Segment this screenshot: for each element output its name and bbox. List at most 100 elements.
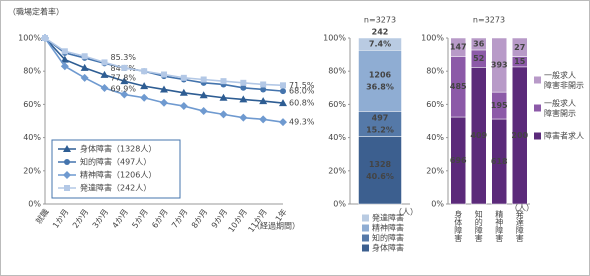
marker xyxy=(219,110,228,119)
marker xyxy=(259,115,268,124)
x-tick-label: 就職 xyxy=(33,207,50,226)
y-tick-label: 80% xyxy=(23,67,41,76)
x-tick-label: 5か月 xyxy=(130,207,149,229)
bar-segment xyxy=(491,37,507,93)
marker xyxy=(81,53,88,60)
bar-segment xyxy=(358,136,402,205)
x-tick-label: 4か月 xyxy=(111,207,130,229)
data-label: 85.3% xyxy=(111,53,137,62)
y-tick-label: 100% xyxy=(323,34,346,43)
marker xyxy=(100,83,109,92)
marker xyxy=(160,85,168,93)
marker xyxy=(180,74,187,81)
marker xyxy=(239,113,248,122)
y-tick-label: 60% xyxy=(426,100,444,109)
marker xyxy=(160,98,168,107)
bar-segment xyxy=(450,37,466,57)
bar-segment xyxy=(358,37,402,51)
y-tick-label: 80% xyxy=(328,67,346,76)
data-label: 15.2% xyxy=(366,125,394,134)
marker xyxy=(220,78,227,85)
legend-label: 発達障害 xyxy=(372,213,404,223)
marker xyxy=(141,68,148,75)
marker xyxy=(120,90,129,99)
x-tick-label: 身体障害 xyxy=(454,209,463,243)
marker xyxy=(279,99,287,107)
y-tick-label: 100% xyxy=(18,34,41,43)
count-label: 242 xyxy=(372,28,389,37)
x-tick-label: 9か月 xyxy=(210,207,229,229)
y-tick-label: 60% xyxy=(328,100,346,109)
legend-label: 一般求人障害非開示 xyxy=(544,70,584,90)
legend-label: 精神障害（1206人） xyxy=(80,170,156,180)
marker xyxy=(60,62,69,71)
bar-segment xyxy=(358,50,402,112)
legend-label: 身体障害（1328人） xyxy=(80,144,156,154)
marker xyxy=(101,59,108,66)
marker xyxy=(140,93,149,102)
count-label: 1328 xyxy=(369,160,392,169)
x-tick-label: 1か月 xyxy=(51,207,70,229)
legend-label: 精神障害 xyxy=(372,223,404,233)
unit-label: （人） xyxy=(394,208,418,217)
count-label: 195 xyxy=(491,101,508,110)
legend-swatch xyxy=(362,224,369,232)
y-tick-label: 40% xyxy=(23,133,41,142)
x-tick-label: 知的障害 xyxy=(474,209,483,243)
legend-label: 一般求人障害開示 xyxy=(544,98,576,118)
count-label: 200 xyxy=(511,131,528,140)
data-label: 71.5% xyxy=(289,81,315,90)
marker xyxy=(63,145,71,152)
marker xyxy=(80,63,89,71)
x-tick-label: 2か月 xyxy=(71,207,90,229)
y-tick-label: 0% xyxy=(28,200,41,209)
marker xyxy=(64,185,70,191)
x-tick-label: 8か月 xyxy=(190,207,209,229)
legend-swatch xyxy=(362,214,369,222)
y-tick-label: 20% xyxy=(328,166,346,175)
marker xyxy=(199,107,208,116)
y-tick-label: 20% xyxy=(426,166,444,175)
count-label: 1206 xyxy=(369,70,392,79)
marker xyxy=(64,159,70,165)
legend-swatch xyxy=(362,244,369,252)
y-tick-label: 100% xyxy=(421,34,444,43)
count-label: 497 xyxy=(372,113,389,122)
marker xyxy=(259,97,268,105)
marker xyxy=(200,76,207,83)
legend-swatch xyxy=(362,234,369,242)
x-axis-label: （経過期間） xyxy=(252,221,300,231)
y-axis-label: （職場定着率） xyxy=(8,7,64,17)
legend-label: 発達障害（242人） xyxy=(80,183,151,193)
data-label: 68.0% xyxy=(289,87,315,96)
marker xyxy=(120,77,129,85)
line xyxy=(44,37,284,104)
subtitle: n=3273 xyxy=(364,16,396,25)
legend-swatch xyxy=(534,104,541,112)
marker xyxy=(199,91,208,99)
x-tick-label: 精神障害 xyxy=(495,209,504,243)
count-label: 618 xyxy=(491,157,508,166)
y-tick-label: 80% xyxy=(426,67,444,76)
marker xyxy=(280,88,286,95)
line xyxy=(44,37,284,123)
marker xyxy=(280,82,286,89)
count-label: 27 xyxy=(514,43,525,52)
legend-swatch xyxy=(534,132,541,140)
marker xyxy=(61,48,68,55)
marker xyxy=(100,70,109,78)
count-label: 409 xyxy=(470,131,487,140)
x-tick-label: 10か月 xyxy=(227,207,249,234)
marker xyxy=(260,81,267,88)
data-label: 77.8% xyxy=(111,73,137,82)
x-tick-label: 3か月 xyxy=(91,207,110,229)
legend-swatch xyxy=(534,76,541,84)
count-label: 393 xyxy=(491,61,508,70)
marker xyxy=(260,86,267,93)
marker xyxy=(179,102,188,111)
marker xyxy=(279,118,287,127)
bar-segment xyxy=(471,37,487,51)
data-label: 69.9% xyxy=(111,84,137,93)
